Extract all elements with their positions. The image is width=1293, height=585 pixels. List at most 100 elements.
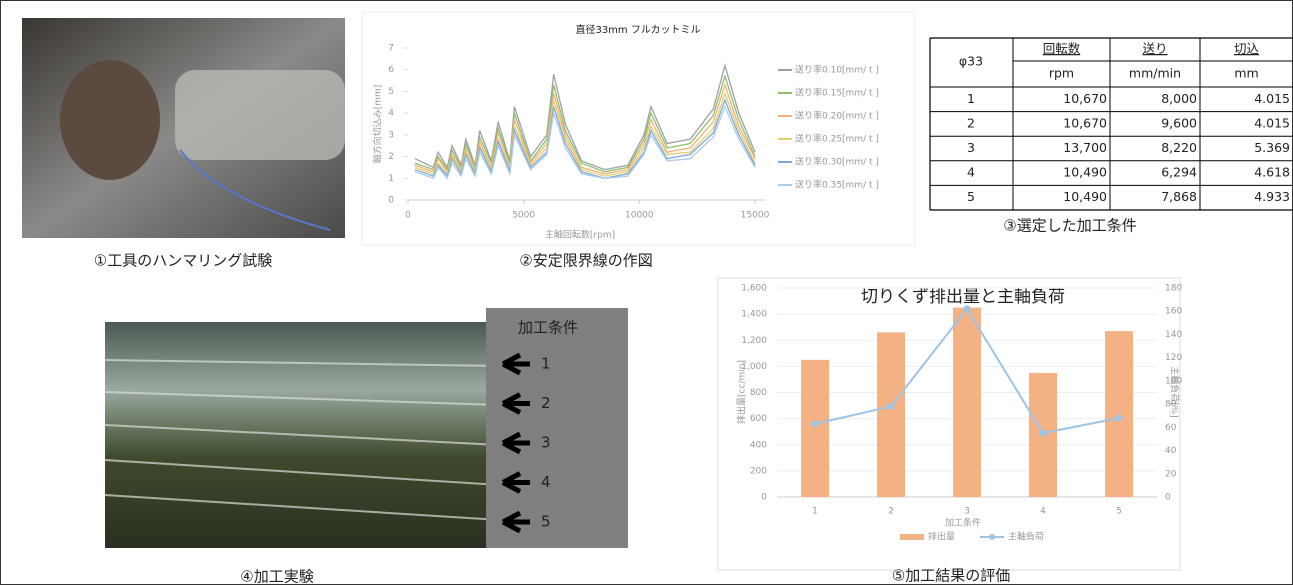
y-tick-label: 3 — [388, 130, 394, 140]
load-point — [1040, 430, 1047, 437]
caption: ①工具のハンマリング試験 — [94, 252, 272, 270]
x-tick-label: 3 — [964, 507, 970, 517]
y2-tick-label: 20 — [1165, 469, 1177, 479]
x-axis-label: 加工条件 — [945, 517, 981, 529]
legend-swatch — [900, 534, 924, 540]
table-cell: 8,220 — [1161, 140, 1197, 155]
legend-label: 送り率0.30[mm/ t ] — [795, 156, 879, 168]
table-corner: φ33 — [959, 54, 983, 69]
y-tick-label: 400 — [750, 440, 767, 450]
table-unit: mm/min — [1129, 66, 1181, 81]
y-tick-label: 600 — [750, 414, 767, 424]
bar — [953, 308, 981, 497]
table-cell: 4.015 — [1254, 91, 1290, 106]
caption: ④加工実験 — [240, 568, 313, 585]
y-tick-label: 4 — [388, 109, 394, 119]
bar — [877, 332, 905, 497]
legend-swatch — [989, 534, 995, 540]
table-cell: 4 — [967, 165, 975, 180]
x-tick-label: 10000 — [625, 211, 654, 221]
table-cell: 10,490 — [1063, 189, 1107, 204]
chart-title: 切りくず排出量と主軸負荷 — [861, 287, 1065, 307]
y-tick-label: 7 — [388, 44, 394, 54]
y-tick-label: 0 — [388, 196, 394, 206]
table-cell: 1 — [967, 91, 975, 106]
x-tick-label: 5000 — [512, 211, 535, 221]
y-tick-label: 2 — [388, 152, 394, 162]
y-axis-label: 軸方向切込み[mm] — [372, 85, 384, 164]
legend-label: 排出量 — [928, 531, 955, 543]
table-cell: 10,670 — [1063, 115, 1107, 130]
y2-tick-label: 180 — [1165, 284, 1182, 294]
x-tick-label: 4 — [1040, 507, 1046, 517]
y-tick-label: 200 — [750, 466, 767, 476]
table-caption: ③選定した加工条件 — [1003, 217, 1136, 235]
caption: ⑤加工結果の評価 — [892, 567, 1010, 585]
chart-title: 直径33mm フルカットミル — [575, 23, 700, 36]
arrow-label: 2 — [541, 394, 551, 412]
table-cell: 10,670 — [1063, 91, 1107, 106]
y2-tick-label: 60 — [1165, 423, 1177, 433]
arrow-label: 1 — [541, 355, 551, 373]
x-tick-label: 0 — [405, 211, 411, 221]
x-tick-label: 1 — [812, 507, 818, 517]
y2-tick-label: 40 — [1165, 446, 1177, 456]
table-cell: 2 — [967, 115, 975, 130]
table-cell: 4.933 — [1254, 189, 1290, 204]
figure: 加工条件 ①工具のハンマリング試験 ②安定限界線の作図 ④加工実験 ⑤加工結果の評価 1… — [0, 0, 1293, 585]
y-tick-label: 1,400 — [741, 310, 767, 320]
load-point — [812, 420, 819, 427]
y2-tick-label: 120 — [1165, 353, 1182, 363]
y-tick-label: 6 — [388, 65, 394, 75]
y-tick-label: 0 — [761, 493, 767, 503]
table-cell: 5 — [967, 189, 975, 204]
arrow-label: 4 — [541, 473, 551, 491]
y-tick-label: 1 — [388, 174, 394, 184]
y2-tick-label: 100 — [1165, 376, 1182, 386]
table-header: 切込 — [1234, 41, 1260, 56]
load-point — [888, 403, 895, 410]
table-cell: 4.015 — [1254, 115, 1290, 130]
load-point — [964, 305, 971, 312]
page: 加工条件 ①工具のハンマリング試験 ②安定限界線の作図 ④加工実験 ⑤加工結果の評価 1… — [0, 0, 1293, 585]
x-axis-label: 主軸回転数[rpm] — [545, 229, 615, 241]
y2-axis-label: 主軸負荷[%] — [1169, 366, 1181, 418]
table-header: 送り — [1142, 41, 1167, 56]
load-point — [1116, 415, 1123, 422]
table-cell: 13,700 — [1063, 140, 1107, 155]
legend-label: 送り率0.15[mm/ t ] — [795, 87, 879, 99]
table-cell: 9,600 — [1161, 115, 1197, 130]
table-cell: 4.618 — [1254, 165, 1290, 180]
table-cell: 7,868 — [1161, 189, 1197, 204]
table-unit: rpm — [1049, 66, 1074, 81]
tool-head — [60, 60, 160, 180]
caption: ②安定限界線の作図 — [519, 252, 652, 270]
table-cell: 10,490 — [1063, 165, 1107, 180]
x-tick-label: 2 — [888, 507, 894, 517]
x-tick-label: 5 — [1116, 507, 1122, 517]
panel-label: 加工条件 — [518, 319, 578, 337]
table-unit: mm — [1234, 66, 1258, 81]
table-cell: 8,000 — [1161, 91, 1197, 106]
table-header: 回転数 — [1043, 41, 1081, 56]
y2-tick-label: 0 — [1165, 493, 1171, 503]
y-tick-label: 800 — [750, 388, 767, 398]
arrow-label: 3 — [541, 434, 551, 452]
table-cell: 6,294 — [1161, 165, 1197, 180]
arrow-label: 5 — [541, 513, 551, 531]
tool-holder — [175, 70, 345, 160]
bar — [1105, 331, 1133, 497]
y2-tick-label: 160 — [1165, 307, 1182, 317]
legend-label: 送り率0.20[mm/ t ] — [795, 110, 879, 122]
legend-label: 送り率0.25[mm/ t ] — [795, 133, 879, 145]
y-tick-label: 1,200 — [741, 336, 767, 346]
legend-label: 送り率0.10[mm/ t ] — [795, 64, 879, 76]
x-tick-label: 15000 — [741, 211, 770, 221]
y-tick-label: 1,000 — [741, 362, 767, 372]
y2-tick-label: 80 — [1165, 400, 1177, 410]
y-tick-label: 5 — [388, 87, 394, 97]
bar — [801, 360, 829, 497]
y-tick-label: 1,600 — [741, 284, 767, 294]
legend-label: 送り率0.35[mm/ t ] — [795, 179, 879, 191]
condition-panel — [486, 308, 628, 548]
